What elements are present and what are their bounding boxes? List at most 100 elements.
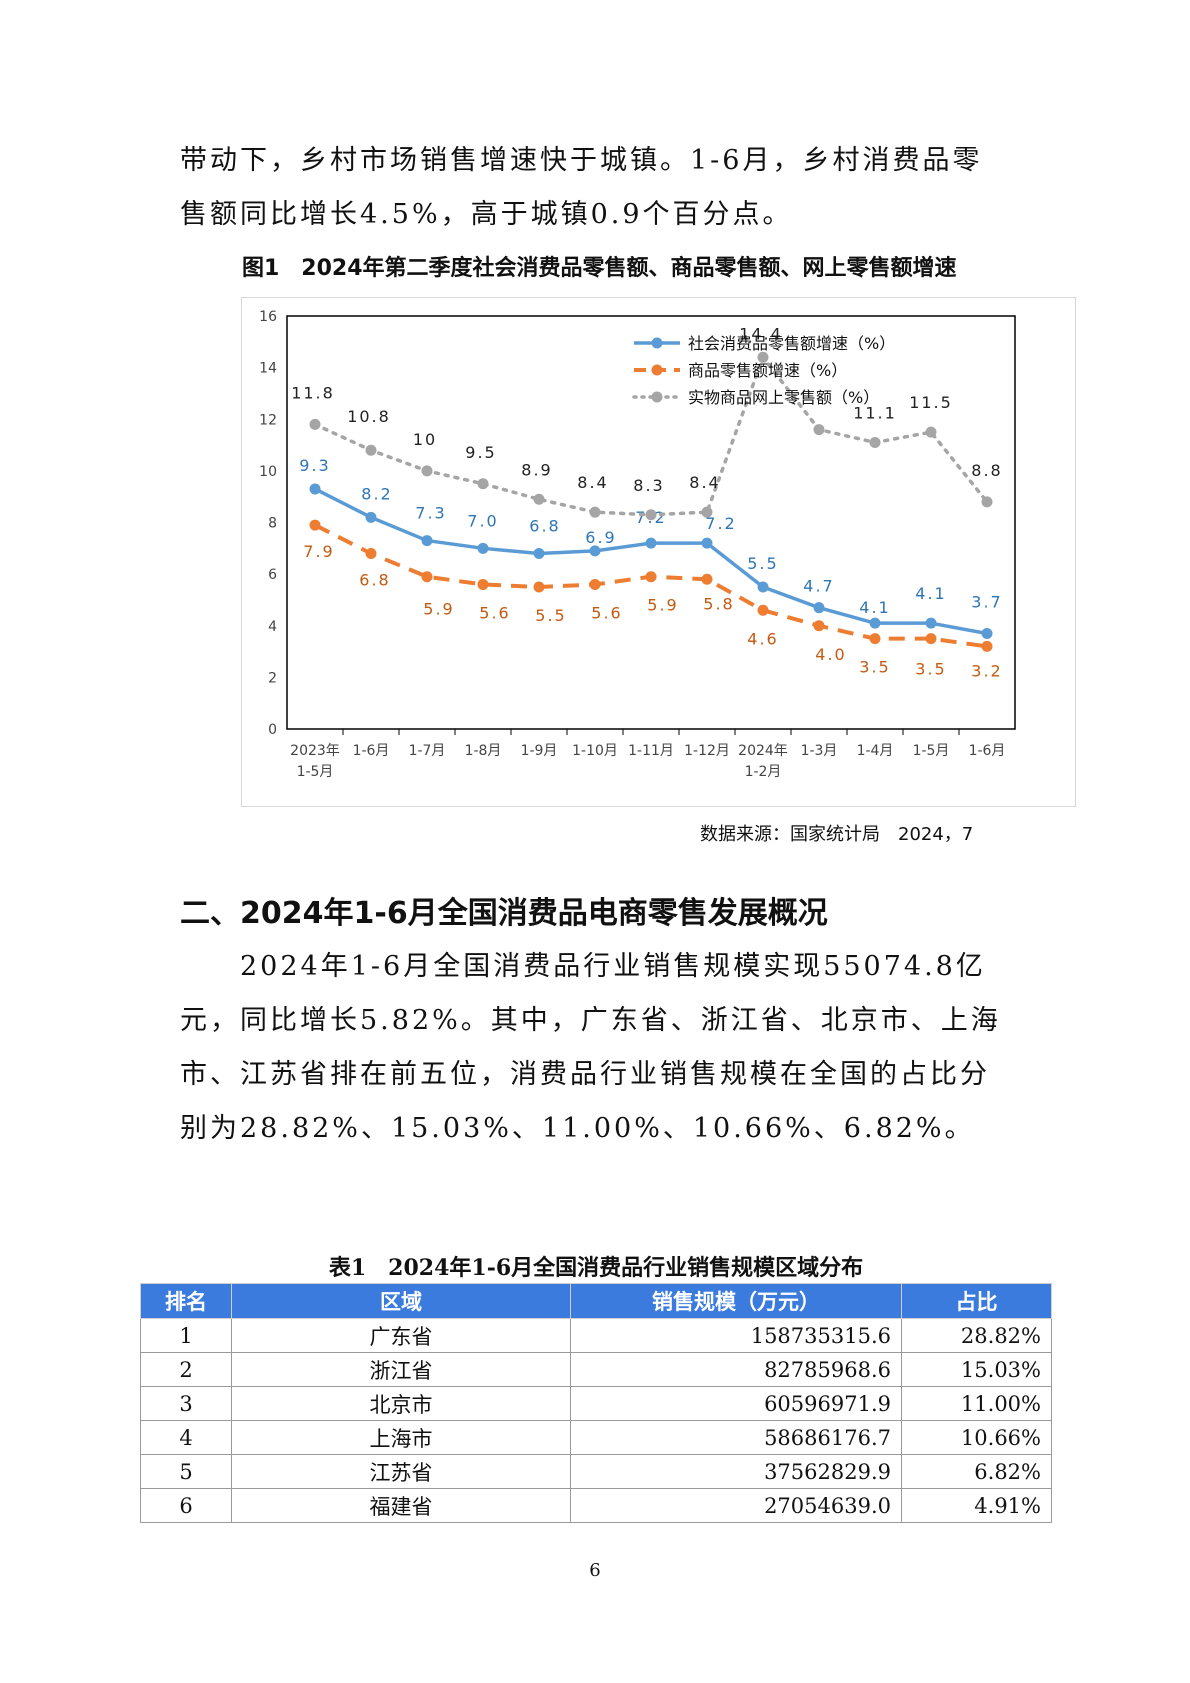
data-label: 8.3 bbox=[633, 476, 664, 495]
x-tick-label: 1-8月 bbox=[465, 743, 502, 759]
table-row: 5 江苏省 37562829.9 6.82% bbox=[140, 1454, 1052, 1489]
data-point bbox=[925, 617, 937, 629]
x-tick-label: 1-7月 bbox=[409, 743, 446, 759]
header-region: 区域 bbox=[231, 1283, 571, 1319]
data-point bbox=[309, 519, 321, 531]
data-point bbox=[309, 418, 321, 430]
data-label: 4.1 bbox=[859, 598, 890, 617]
data-label: 7.9 bbox=[303, 542, 334, 561]
data-label: 3.5 bbox=[915, 660, 946, 679]
y-tick-label: 4 bbox=[268, 619, 277, 635]
data-point bbox=[813, 424, 825, 436]
data-point bbox=[925, 426, 937, 438]
data-point bbox=[365, 511, 377, 523]
data-label: 4.7 bbox=[803, 577, 834, 596]
x-tick-label: 1-6月 bbox=[969, 743, 1006, 759]
x-tick-label: 1-3月 bbox=[801, 743, 838, 759]
data-point bbox=[701, 573, 713, 585]
y-tick-label: 0 bbox=[268, 722, 277, 738]
data-point bbox=[981, 640, 993, 652]
cell-sales: 27054639.0 bbox=[570, 1488, 902, 1523]
data-label: 14.4 bbox=[739, 324, 783, 343]
data-point bbox=[869, 436, 881, 448]
data-point bbox=[477, 542, 489, 554]
data-point bbox=[701, 506, 713, 518]
data-point bbox=[757, 604, 769, 616]
data-label: 11.8 bbox=[291, 383, 335, 402]
plot-area-frame bbox=[286, 315, 1016, 730]
x-tick-label: 2023年 bbox=[290, 743, 340, 759]
data-point bbox=[869, 633, 881, 645]
y-tick-label: 14 bbox=[259, 361, 277, 377]
data-point bbox=[533, 547, 545, 559]
data-label: 6.8 bbox=[359, 570, 390, 589]
data-label: 10.8 bbox=[347, 407, 391, 426]
data-point bbox=[589, 578, 601, 590]
cell-region: 北京市 bbox=[231, 1386, 571, 1421]
cell-region: 江苏省 bbox=[231, 1454, 571, 1489]
cell-share: 4.91% bbox=[901, 1488, 1052, 1523]
x-tick-label: 1-5月 bbox=[297, 764, 334, 780]
y-tick-label: 8 bbox=[268, 516, 277, 532]
page-number: 6 bbox=[589, 1560, 601, 1581]
data-point bbox=[477, 478, 489, 490]
x-tick-label: 1-10月 bbox=[572, 743, 618, 759]
x-tick-label: 1-9月 bbox=[521, 743, 558, 759]
chart-svg: 0 2 4 6 8 10 12 14 16 2023年 1-5月 1-6月 1-7月 1-8月 1-9月 1-… bbox=[259, 309, 1016, 780]
data-point bbox=[533, 493, 545, 505]
cell-share: 15.03% bbox=[901, 1352, 1052, 1387]
cell-region: 广东省 bbox=[231, 1318, 571, 1353]
body-paragraph-2: 2024年1-6月全国消费品行业销售规模实现55074.8亿元，同比增长5.82… bbox=[180, 940, 1010, 1156]
data-point bbox=[309, 483, 321, 495]
data-label: 4.0 bbox=[815, 645, 846, 664]
data-label: 6.9 bbox=[585, 528, 616, 547]
x-tick-label: 1-5月 bbox=[913, 743, 950, 759]
data-label: 5.6 bbox=[591, 603, 622, 622]
header-rank: 排名 bbox=[140, 1283, 232, 1319]
legend-marker bbox=[651, 391, 663, 403]
cell-share: 11.00% bbox=[901, 1386, 1052, 1421]
data-point bbox=[645, 537, 657, 549]
data-label: 3.5 bbox=[859, 658, 890, 677]
section-heading: 二、2024年1-6月全国消费品电商零售发展概况 bbox=[180, 896, 828, 931]
data-point bbox=[589, 545, 601, 557]
data-label: 9.3 bbox=[299, 456, 330, 475]
cell-sales: 58686176.7 bbox=[570, 1420, 902, 1455]
data-label: 11.5 bbox=[909, 393, 953, 412]
data-label: 8.4 bbox=[577, 473, 608, 492]
line-chart: 0 2 4 6 8 10 12 14 16 2023年 1-5月 1-6月 1-7月 1-8月 1-9月 1-… bbox=[241, 297, 1076, 807]
data-label: 5.5 bbox=[535, 606, 566, 625]
data-label: 4.6 bbox=[747, 629, 778, 648]
legend-label: 实物商品网上零售额（%） bbox=[688, 388, 879, 407]
cell-region: 福建省 bbox=[231, 1488, 571, 1523]
body-paragraph-1: 带动下，乡村市场销售增速快于城镇。1-6月，乡村消费品零售额同比增长4.5%，高… bbox=[180, 145, 983, 230]
data-point bbox=[365, 444, 377, 456]
cell-region: 浙江省 bbox=[231, 1352, 571, 1387]
legend-marker bbox=[651, 337, 663, 349]
data-label: 7.0 bbox=[467, 511, 498, 530]
cell-sales: 158735315.6 bbox=[570, 1318, 902, 1353]
data-source-note: 数据来源：国家统计局 2024，7 bbox=[700, 824, 974, 845]
data-label: 5.9 bbox=[647, 596, 678, 615]
data-point bbox=[421, 535, 433, 547]
table-row: 1 广东省 158735315.6 28.82% bbox=[140, 1318, 1052, 1353]
table-title: 表1 2024年1-6月全国消费品行业销售规模区域分布 bbox=[328, 1255, 864, 1281]
cell-rank: 5 bbox=[140, 1454, 232, 1489]
paragraph-2-text: 2024年1-6月全国消费品行业销售规模实现55074.8亿元，同比增长5.82… bbox=[180, 951, 1001, 1144]
legend-label: 社会消费品零售额增速（%） bbox=[688, 334, 895, 353]
cell-rank: 3 bbox=[140, 1386, 232, 1421]
data-label: 5.9 bbox=[423, 600, 454, 619]
data-label: 11.1 bbox=[853, 403, 897, 422]
data-point bbox=[645, 509, 657, 521]
data-point bbox=[757, 581, 769, 593]
data-label: 5.6 bbox=[479, 603, 510, 622]
data-point bbox=[981, 627, 993, 639]
data-label: 8.4 bbox=[689, 473, 720, 492]
region-sales-table: 排名 区域 销售规模（万元） 占比 1 广东省 158735315.6 28.8… bbox=[140, 1283, 1052, 1523]
x-tick-label: 1-4月 bbox=[857, 743, 894, 759]
data-label: 3.7 bbox=[971, 592, 1002, 611]
data-label: 5.8 bbox=[703, 594, 734, 613]
x-tick-label: 1-11月 bbox=[628, 743, 674, 759]
cell-share: 10.66% bbox=[901, 1420, 1052, 1455]
data-point bbox=[533, 581, 545, 593]
